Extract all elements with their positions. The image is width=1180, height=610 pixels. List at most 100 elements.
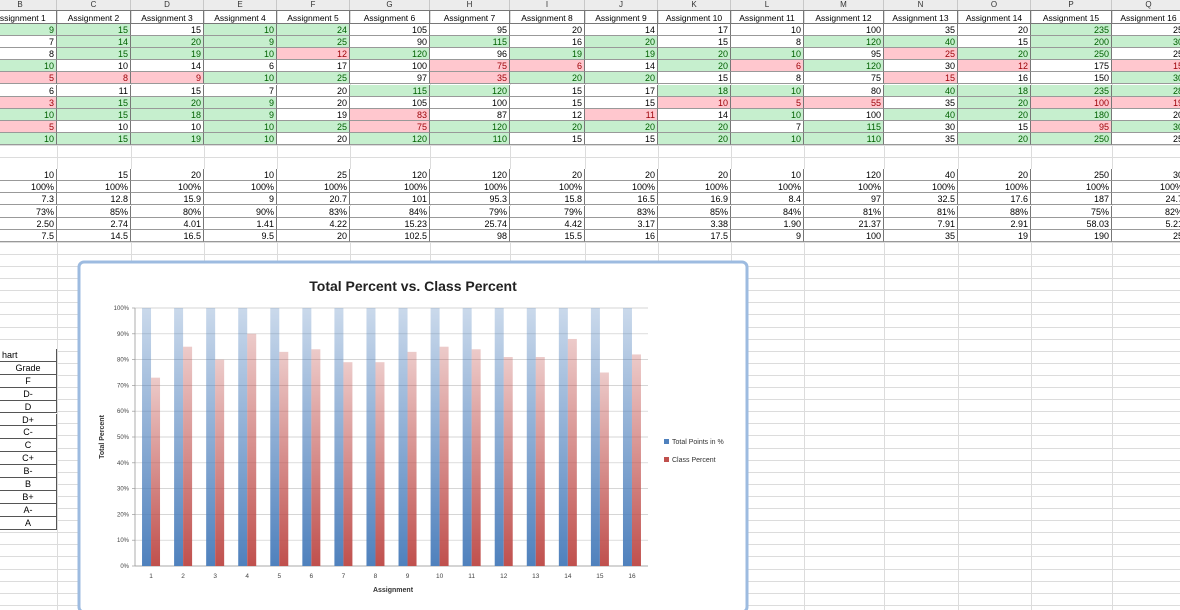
summary-cell[interactable]: 100% (585, 181, 658, 194)
summary-cell[interactable]: 15.5 (510, 229, 585, 242)
cell[interactable]: 20 (958, 24, 1031, 37)
column-letter[interactable]: F (277, 0, 350, 10)
summary-cell[interactable]: 84% (350, 205, 430, 218)
cell[interactable]: 10 (0, 60, 57, 73)
cell[interactable]: 120 (430, 120, 510, 133)
cell[interactable]: 20 (658, 120, 731, 133)
cell[interactable]: 105 (350, 96, 430, 109)
cell[interactable]: 55 (804, 96, 884, 109)
cell[interactable]: 75 (430, 60, 510, 73)
cell[interactable]: 9 (204, 108, 277, 121)
cell[interactable]: 15 (57, 132, 131, 145)
cell[interactable]: 235 (1031, 84, 1112, 97)
cell[interactable]: 120 (350, 132, 430, 145)
cell[interactable]: 75 (350, 120, 430, 133)
cell[interactable]: 28 (1112, 84, 1180, 97)
cell[interactable]: 20 (585, 72, 658, 85)
cell[interactable]: 120 (430, 84, 510, 97)
grade-header[interactable]: Grade (0, 361, 57, 375)
summary-cell[interactable]: 73% (0, 205, 57, 218)
summary-cell[interactable]: 83% (585, 205, 658, 218)
grade[interactable]: C+ (0, 452, 57, 466)
cell[interactable]: 15 (131, 24, 204, 37)
cell[interactable]: 19 (585, 48, 658, 61)
cell[interactable]: 15 (958, 36, 1031, 49)
cell[interactable]: 20 (131, 36, 204, 49)
summary-cell[interactable]: 120 (430, 169, 510, 182)
cell[interactable]: 100 (430, 96, 510, 109)
cell[interactable]: 9 (204, 36, 277, 49)
summary-cell[interactable]: 75% (1031, 205, 1112, 218)
summary-cell[interactable]: 84% (731, 205, 804, 218)
summary-cell[interactable]: 9 (204, 193, 277, 206)
cell[interactable]: 15 (884, 72, 958, 85)
cell[interactable]: 10 (731, 132, 804, 145)
cell[interactable]: 100 (804, 24, 884, 37)
summary-cell[interactable]: 85% (658, 205, 731, 218)
summary-cell[interactable]: 20 (585, 169, 658, 182)
summary-cell[interactable]: 17.6 (958, 193, 1031, 206)
cell[interactable]: 95 (1031, 120, 1112, 133)
summary-cell[interactable]: 100% (658, 181, 731, 194)
cell[interactable]: 10 (204, 72, 277, 85)
summary-cell[interactable]: 100% (0, 181, 57, 194)
cell[interactable]: 90 (350, 36, 430, 49)
summary-cell[interactable]: 100% (204, 181, 277, 194)
cell[interactable]: 10 (57, 120, 131, 133)
column-header[interactable]: Assignment 11 (731, 10, 804, 24)
cell[interactable]: 6 (204, 60, 277, 73)
summary-cell[interactable]: 79% (430, 205, 510, 218)
summary-cell[interactable]: 9 (731, 229, 804, 242)
summary-cell[interactable]: 1.90 (731, 217, 804, 230)
summary-cell[interactable]: 90% (204, 205, 277, 218)
cell[interactable]: 16 (958, 72, 1031, 85)
summary-cell[interactable]: 15 (57, 169, 131, 182)
column-header[interactable]: Assignment 13 (884, 10, 958, 24)
cell[interactable]: 25 (277, 36, 350, 49)
cell[interactable]: 200 (1031, 36, 1112, 49)
cell[interactable]: 17 (658, 24, 731, 37)
cell[interactable]: 14 (585, 60, 658, 73)
summary-cell[interactable]: 20.7 (277, 193, 350, 206)
summary-cell[interactable]: 100 (804, 229, 884, 242)
cell[interactable]: 6 (0, 84, 57, 97)
cell[interactable]: 18 (131, 108, 204, 121)
summary-cell[interactable]: 250 (1031, 169, 1112, 182)
cell[interactable]: 9 (204, 96, 277, 109)
cell[interactable]: 12 (958, 60, 1031, 73)
column-letter[interactable]: Q (1112, 0, 1180, 10)
summary-cell[interactable]: 88% (958, 205, 1031, 218)
cell[interactable]: 20 (958, 96, 1031, 109)
cell[interactable]: 14 (585, 24, 658, 37)
cell[interactable]: 115 (350, 84, 430, 97)
summary-cell[interactable]: 2.74 (57, 217, 131, 230)
summary-cell[interactable]: 15.23 (350, 217, 430, 230)
summary-cell[interactable]: 100% (277, 181, 350, 194)
cell[interactable]: 9 (0, 24, 57, 37)
summary-cell[interactable]: 16.5 (131, 229, 204, 242)
summary-cell[interactable]: 12.8 (57, 193, 131, 206)
cell[interactable]: 10 (204, 120, 277, 133)
cell[interactable]: 250 (1031, 48, 1112, 61)
summary-cell[interactable]: 30 (1112, 169, 1180, 182)
summary-cell[interactable]: 15.8 (510, 193, 585, 206)
cell[interactable]: 100 (1031, 96, 1112, 109)
cell[interactable]: 19 (131, 132, 204, 145)
cell[interactable]: 17 (277, 60, 350, 73)
cell[interactable]: 14 (57, 36, 131, 49)
cell[interactable]: 15 (958, 120, 1031, 133)
summary-cell[interactable]: 40 (884, 169, 958, 182)
cell[interactable]: 83 (350, 108, 430, 121)
cell[interactable]: 110 (430, 132, 510, 145)
column-letter[interactable]: P (1031, 0, 1112, 10)
column-letter[interactable]: G (350, 0, 430, 10)
cell[interactable]: 7 (731, 120, 804, 133)
cell[interactable]: 110 (804, 132, 884, 145)
cell[interactable]: 10 (131, 120, 204, 133)
summary-cell[interactable]: 58.03 (1031, 217, 1112, 230)
summary-cell[interactable]: 8.4 (731, 193, 804, 206)
grade[interactable]: F (0, 374, 57, 388)
summary-cell[interactable]: 83% (277, 205, 350, 218)
cell[interactable]: 15 (57, 108, 131, 121)
cell[interactable]: 10 (0, 108, 57, 121)
